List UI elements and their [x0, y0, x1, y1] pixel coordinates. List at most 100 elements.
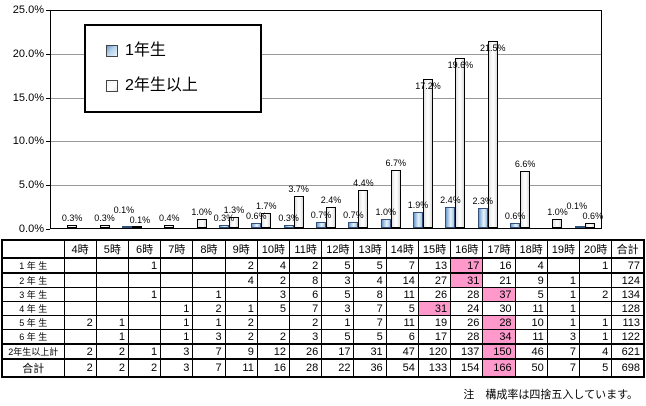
- gridline: [51, 97, 601, 99]
- column-header: 20時: [578, 239, 613, 259]
- bar-grade2plus: [455, 57, 466, 228]
- table-cell: 5: [321, 257, 355, 274]
- table-cell-highlighted: 166: [482, 358, 516, 378]
- table-cell: [63, 272, 97, 288]
- table-cell: 1: [192, 287, 226, 302]
- bar-grade2plus: [131, 226, 142, 228]
- table-cell: 2: [63, 358, 97, 378]
- bar-value-label: 1.0%: [191, 207, 212, 218]
- table-cell: 12: [256, 343, 291, 360]
- table-cell: 7: [192, 343, 226, 360]
- table-cell-highlighted: 37: [482, 287, 516, 302]
- table-cell: 3: [289, 329, 323, 345]
- table-cell: 28: [289, 358, 323, 378]
- bar-value-label: 19.6%: [447, 59, 474, 70]
- table-cell: 5: [578, 358, 613, 378]
- table-cell: 17: [417, 329, 452, 345]
- table-cell: 2: [256, 272, 291, 288]
- bar-value-label: 3.7%: [288, 183, 309, 194]
- table-cell: 3: [192, 329, 226, 345]
- table-cell: 26: [289, 343, 323, 360]
- table-row: 5 年 生 2 1 1 1 2 2 1 7 11 19 26 28 10 1 1 113: [1, 315, 645, 330]
- bar-value-label: 6.6%: [514, 158, 536, 169]
- table-cell: 1: [160, 329, 194, 345]
- table-row: 2 年 生 4 2 8 3 4 14 27 31 21 9 1 124: [1, 272, 645, 288]
- column-header: 13時: [353, 239, 387, 259]
- bar-value-label: 0.3%: [94, 213, 115, 224]
- table-cell: 7: [353, 315, 387, 330]
- bar-grade1: [218, 225, 229, 228]
- table-cell: 113: [611, 315, 645, 330]
- table-cell: 11: [224, 358, 258, 378]
- table-cell: 28: [450, 329, 484, 345]
- table-cell: 2: [127, 358, 162, 378]
- table-cell: 2: [289, 315, 323, 330]
- legend-item: 2年生以上: [106, 77, 256, 95]
- legend-item: 1年生: [106, 42, 256, 60]
- column-header: 5時: [95, 239, 129, 259]
- table-cell: 7: [353, 301, 387, 316]
- table-cell: 133: [417, 358, 452, 378]
- table-cell: [578, 301, 613, 316]
- table-cell: 22: [321, 358, 355, 378]
- table-cell: [95, 301, 129, 316]
- chart-legend: 1年生 2年生以上: [84, 24, 262, 113]
- bar-grade1: [445, 207, 456, 228]
- table-cell: 1: [546, 301, 581, 316]
- table-cell: 19: [417, 315, 452, 330]
- bar-value-label: 2.4%: [320, 195, 342, 206]
- bar-grade2plus: [552, 219, 563, 228]
- bar-value-label: 2.3%: [472, 196, 494, 207]
- row-label: 6 年 生: [1, 329, 65, 345]
- gridline: [51, 141, 601, 143]
- bar-grade2plus: [358, 189, 369, 228]
- bar-grade1: [121, 226, 132, 228]
- table-cell: 7: [289, 301, 323, 316]
- table-row: 2年生以上計 2 2 1 3 7 9 12 26 17 31 47 120 137 150 46 7 4 621: [1, 343, 645, 360]
- table-row: 合計 2 2 2 3 7 11 16 28 22 36 54 133 154 166 50 7 5 698: [1, 358, 645, 378]
- row-label: 3 年 生: [1, 287, 65, 302]
- y-axis-tick: [46, 53, 50, 55]
- bar-value-label: 1.9%: [407, 199, 429, 210]
- table-row: 1 年 生 1 2 4 2 5 5 7 13 17 16 4 1 77: [1, 257, 645, 274]
- bar-value-label: 1.3%: [223, 204, 245, 215]
- bar-value-label: 0.6%: [582, 210, 604, 221]
- table-cell: 26: [450, 315, 484, 330]
- bar-grade1: [348, 221, 359, 228]
- table-cell: 77: [611, 257, 645, 274]
- bar-grade1: [574, 226, 585, 228]
- table-cell-highlighted: 34: [482, 329, 516, 345]
- table-cell: 11: [514, 329, 548, 345]
- row-label: 4 年 生: [1, 301, 65, 316]
- bar-value-label: 0.1%: [566, 200, 588, 211]
- table-cell: [192, 257, 226, 274]
- table-header-row: 4時 5時 6時 7時 8時 9時 10時 11時 12時 13時 14時 15時 16時 17時 18時 1…: [1, 239, 645, 259]
- table-cell-highlighted: 31: [417, 301, 452, 316]
- table-cell: 122: [611, 329, 645, 345]
- bar-value-label: 0.1%: [113, 205, 135, 216]
- column-header: 12時: [321, 239, 355, 259]
- bar-grade1: [316, 221, 326, 228]
- table-cell: 30: [482, 301, 516, 316]
- column-header: 17時: [482, 239, 516, 259]
- y-axis-tick-label: 0.0%: [18, 223, 44, 235]
- bar-value-label: 2.4%: [440, 195, 461, 206]
- table-cell: 16: [482, 257, 516, 274]
- bar-value-label: 0.3%: [61, 213, 83, 224]
- table-cell: [95, 257, 129, 274]
- table-cell: 2: [95, 343, 129, 360]
- table-cell: 1: [321, 315, 355, 330]
- table-cell: [127, 301, 162, 316]
- table-cell: 1: [192, 315, 226, 330]
- table-cell: [546, 257, 581, 274]
- y-axis-tick: [46, 141, 50, 143]
- bar-value-label: 6.7%: [385, 157, 406, 168]
- bar-grade2plus: [99, 225, 110, 228]
- column-header: 11時: [289, 239, 323, 259]
- y-axis-tick-label: 25.0%: [12, 4, 44, 16]
- table-cell: 1: [127, 287, 162, 302]
- row-label: 2 年 生: [1, 272, 65, 288]
- table-cell: 1: [578, 315, 613, 330]
- y-axis-tick-label: 5.0%: [18, 179, 44, 192]
- column-header: [1, 239, 65, 259]
